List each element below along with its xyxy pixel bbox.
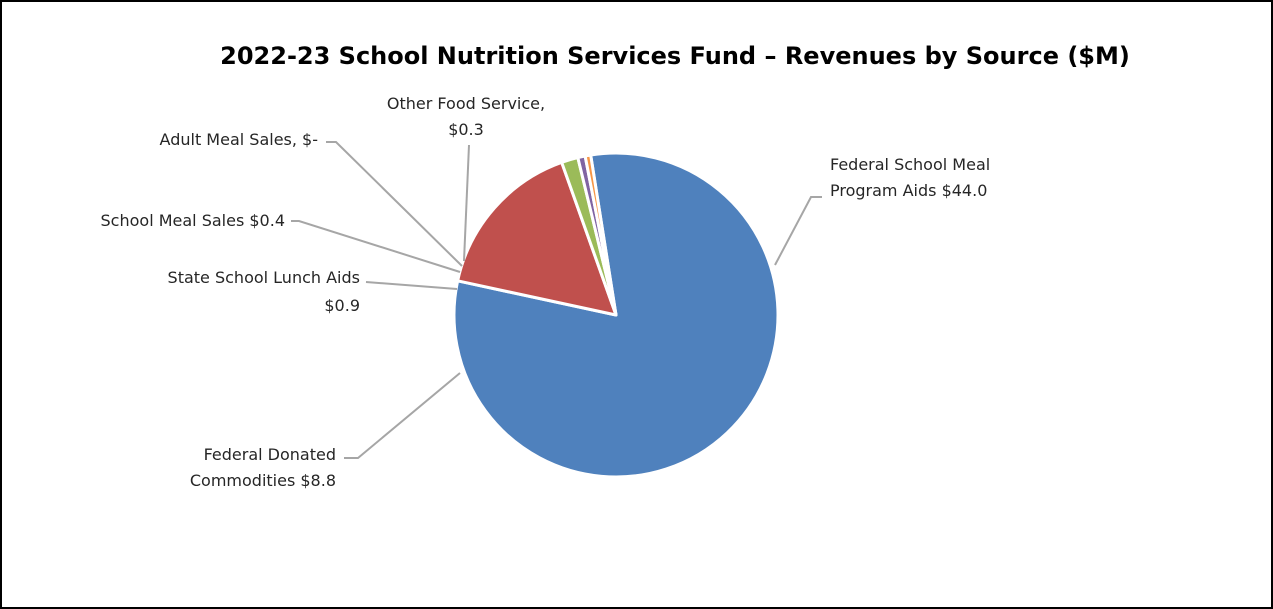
- leader-line-other: [463, 144, 470, 262]
- chart-title: 2022-23 School Nutrition Services Fund –…: [220, 42, 1130, 70]
- leader-line-school-sales: [291, 220, 461, 273]
- leader-line-federal-meal: [774, 196, 822, 266]
- pie-slice-other: [583, 153, 618, 317]
- data-label-state-lunch: State School Lunch Aids $0.9: [168, 268, 360, 315]
- pie-slice-donated: [456, 160, 618, 317]
- data-label-line: Other Food Service,: [387, 94, 545, 113]
- data-label-federal-meal: Federal School Meal Program Aids $44.0: [830, 155, 990, 200]
- data-label-donated: Federal Donated Commodities $8.8: [190, 445, 336, 490]
- data-label-school-sales: School Meal Sales $0.4: [101, 211, 285, 230]
- data-label-line: Commodities $8.8: [190, 471, 336, 490]
- data-label-line: Program Aids $44.0: [830, 181, 987, 200]
- data-label-line: $0.9: [324, 296, 360, 315]
- data-label-other: Other Food Service, $0.3: [387, 94, 545, 139]
- data-label-adult-sales: Adult Meal Sales, $-: [160, 130, 318, 149]
- leader-line-state-lunch: [365, 281, 458, 290]
- leader-line-adult-sales: [326, 141, 463, 267]
- data-label-line: Federal School Meal: [830, 155, 990, 174]
- data-label-line: School Meal Sales $0.4: [101, 211, 285, 230]
- data-label-line: Federal Donated: [204, 445, 336, 464]
- data-label-line: $0.3: [448, 120, 484, 139]
- data-label-line: State School Lunch Aids: [168, 268, 360, 287]
- data-label-line: Adult Meal Sales, $-: [160, 130, 318, 149]
- leader-line-donated: [344, 372, 461, 459]
